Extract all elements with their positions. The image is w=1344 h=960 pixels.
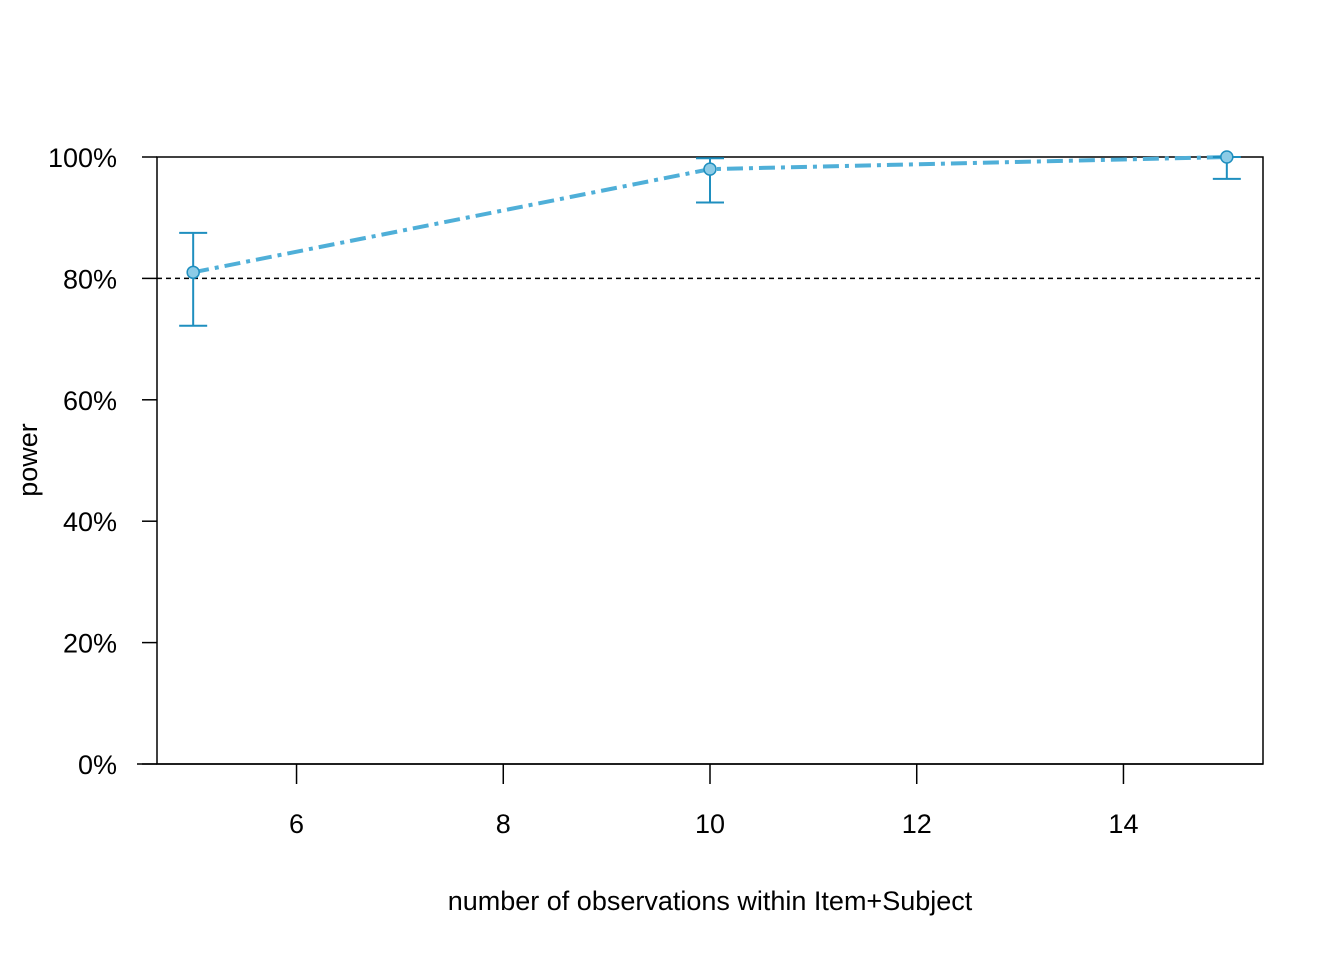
data-point xyxy=(703,162,717,176)
y-tick-label: 100% xyxy=(48,143,117,173)
x-tick-label: 6 xyxy=(289,809,304,839)
y-tick-label: 40% xyxy=(63,507,117,537)
y-axis-title: power xyxy=(13,423,43,497)
x-tick-label: 14 xyxy=(1108,809,1138,839)
data-point xyxy=(1220,150,1234,164)
y-tick-label: 80% xyxy=(63,264,117,294)
x-axis-title: number of observations within Item+Subje… xyxy=(448,886,973,916)
y-tick-label: 60% xyxy=(63,386,117,416)
x-tick-label: 8 xyxy=(496,809,511,839)
x-axis: 6 8 10 12 14 xyxy=(137,763,1263,839)
series-layer xyxy=(179,150,1241,327)
y-tick-label: 20% xyxy=(63,629,117,659)
x-tick-label: 12 xyxy=(902,809,932,839)
data-point xyxy=(186,265,200,280)
y-axis: 0% 20% 40% 60% 80% 100% xyxy=(48,143,157,780)
y-tick-label: 0% xyxy=(78,750,117,780)
x-tick-label: 10 xyxy=(695,809,725,839)
